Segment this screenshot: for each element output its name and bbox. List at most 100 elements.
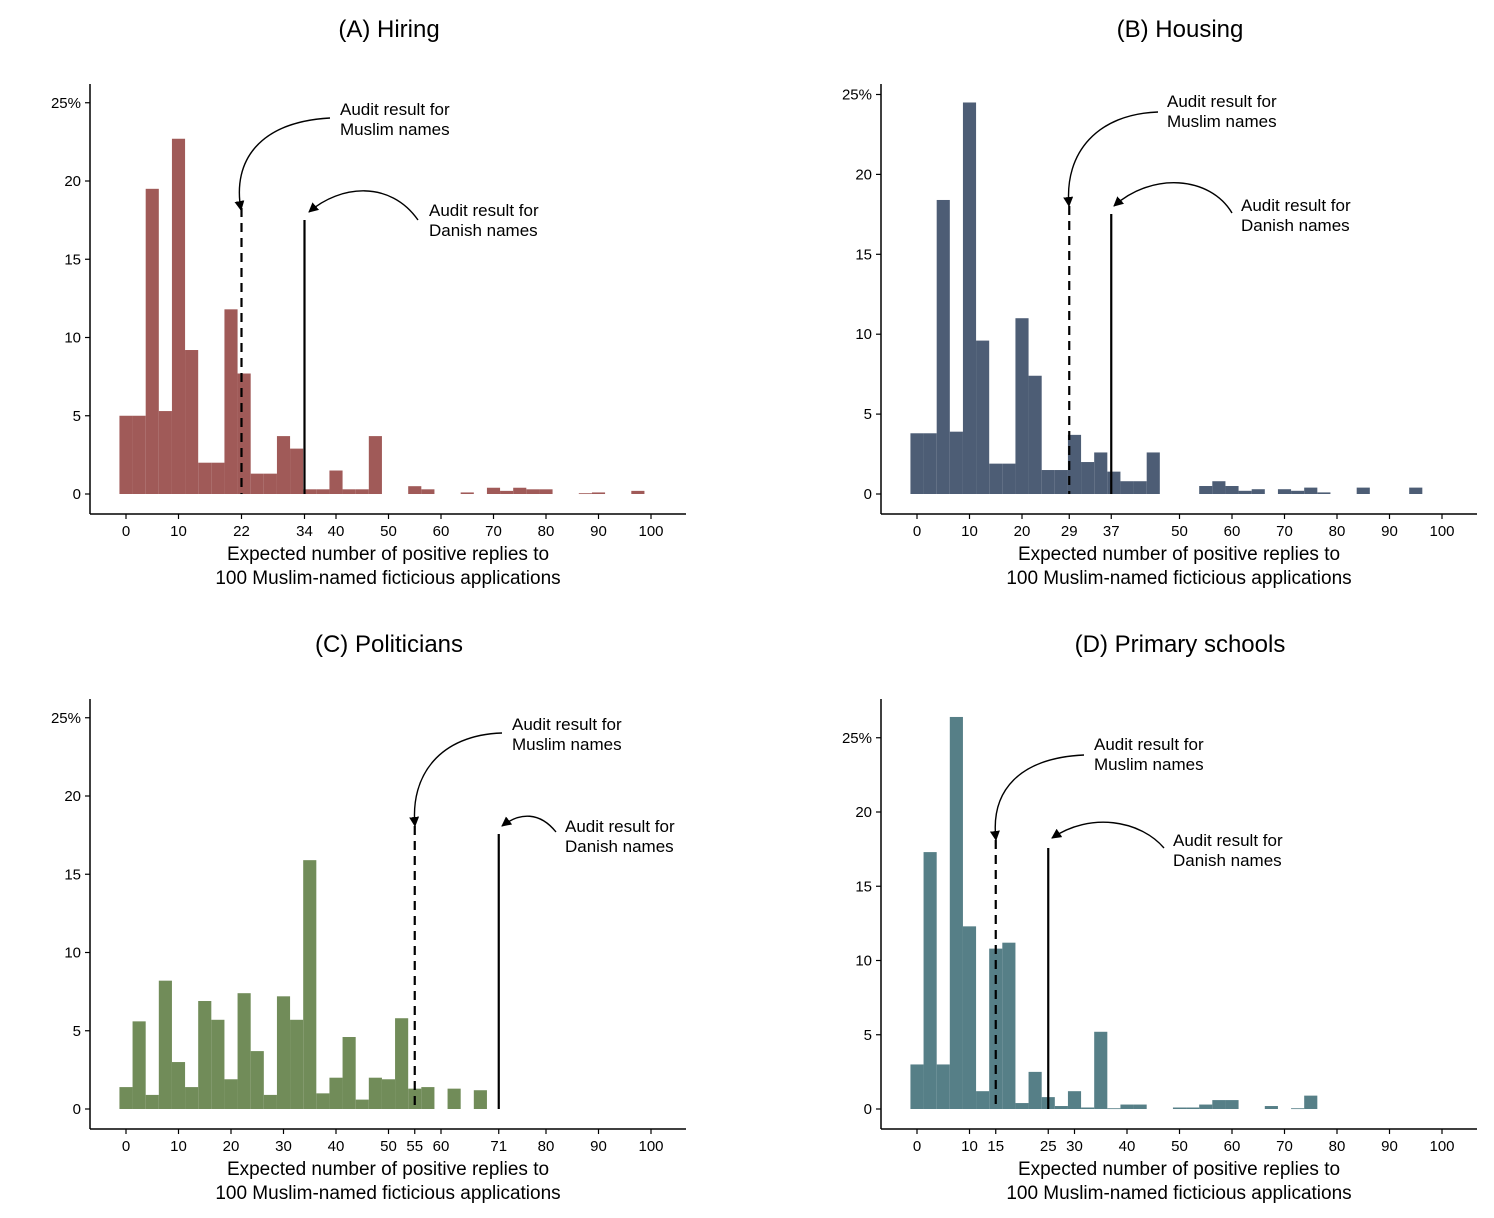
histogram-bar <box>329 470 343 494</box>
histogram-bar <box>513 487 527 494</box>
histogram-bar <box>1107 1108 1121 1110</box>
histogram-bar <box>263 473 277 494</box>
x-tick-label: 22 <box>233 523 250 540</box>
x-tick-label: 60 <box>1224 1138 1241 1155</box>
y-tick-label: 15 <box>64 866 81 883</box>
histogram-bar <box>1028 1071 1042 1110</box>
histogram-bar <box>224 1079 238 1109</box>
histogram-bar <box>119 1087 133 1109</box>
x-tick-label: 34 <box>296 523 313 540</box>
histogram-bar <box>1186 1107 1200 1110</box>
histogram-bar <box>976 1091 990 1109</box>
x-tick-label: 90 <box>1381 523 1398 540</box>
histogram-bar <box>158 411 172 494</box>
y-tick-label: 15 <box>855 246 872 263</box>
histogram-bar <box>976 340 990 494</box>
x-tick-label: 10 <box>170 1138 187 1155</box>
histogram-bar <box>1225 1100 1239 1109</box>
histogram-bar <box>276 996 291 1109</box>
x-tick-label: 80 <box>1329 1138 1346 1155</box>
histogram-bar <box>1199 486 1213 494</box>
y-tick-label: 10 <box>855 326 872 343</box>
histogram-bar <box>486 487 501 494</box>
panel-d: (D) Primary schools 0 5 10 15 20 25% 0 10 15 25 30 4… <box>842 631 1477 1204</box>
x-tick-label: 0 <box>122 523 130 540</box>
histogram-bar <box>1356 487 1370 494</box>
histogram-bar <box>185 350 199 494</box>
histogram-bar <box>923 852 937 1110</box>
panel-title: (C) Politicians <box>315 631 463 658</box>
x-tick-label: 20 <box>1014 523 1031 540</box>
muslim-annotation-line2: Muslim names <box>512 735 622 754</box>
histogram-bar <box>237 993 251 1109</box>
histogram-bar <box>158 980 172 1109</box>
muslim-annotation-arrow <box>234 117 331 211</box>
panel-b: (B) Housing 0 5 10 15 20 25% 0 10 20 29 37 50 60 70 80 9… <box>842 16 1477 589</box>
danish-annotation-line1: Audit result for <box>1173 831 1283 850</box>
histogram-bar <box>1225 486 1239 494</box>
x-axis-label-line2: 100 Muslim-named ficticious applications <box>215 1183 560 1204</box>
x-tick-label: 70 <box>485 523 502 540</box>
x-tick-label: 30 <box>275 1138 292 1155</box>
histogram-bar <box>1291 490 1305 494</box>
histogram-bar <box>949 716 963 1109</box>
histogram-bar <box>211 462 225 494</box>
muslim-annotation-line1: Audit result for <box>340 100 450 119</box>
danish-annotation-line2: Danish names <box>565 837 674 856</box>
muslim-annotation-arrow <box>989 754 1085 841</box>
histogram-bar <box>316 489 330 495</box>
x-tick-label: 100 <box>1429 523 1454 540</box>
histogram-bar <box>1133 481 1147 494</box>
x-tick-label: 60 <box>433 523 450 540</box>
histogram-bar <box>250 1051 264 1110</box>
x-tick-label: 40 <box>1119 1138 1136 1155</box>
histogram-bar <box>342 489 356 495</box>
histogram-bar <box>132 415 146 494</box>
x-tick-label: 50 <box>380 523 397 540</box>
y-tick-label: 10 <box>855 953 872 970</box>
histogram-bar <box>1120 481 1134 494</box>
histogram-bar <box>1409 487 1423 494</box>
y-tick-label: 25% <box>842 87 872 104</box>
histogram-bar <box>355 1099 369 1109</box>
histogram-bar <box>949 431 963 494</box>
histogram-bar <box>1317 492 1331 494</box>
x-tick-label: 60 <box>433 1138 450 1155</box>
y-tick-label: 5 <box>864 1027 872 1044</box>
panel-a: (A) Hiring 0 5 10 15 20 25% 0 10 22 34 40 50 60 70 80 90… <box>51 16 686 589</box>
histogram-bar <box>263 1094 277 1109</box>
muslim-annotation-line2: Muslim names <box>1094 755 1204 774</box>
histogram-bar <box>1015 318 1029 494</box>
histogram-bar <box>1199 1104 1213 1110</box>
histogram-bar <box>198 462 212 494</box>
histogram-bar <box>1133 1104 1147 1110</box>
histogram-bar <box>395 1018 409 1109</box>
histogram-bar <box>473 1090 487 1109</box>
y-tick-label: 0 <box>864 1101 872 1118</box>
muslim-annotation-arrow <box>1063 111 1159 207</box>
histogram-bar <box>1002 463 1016 494</box>
y-tick-label: 15 <box>64 251 81 268</box>
x-tick-label: 30 <box>1066 1138 1083 1155</box>
x-axis-label-line1: Expected number of positive replies to <box>227 1159 549 1180</box>
x-axis-label-line1: Expected number of positive replies to <box>1018 544 1340 565</box>
y-tick-label: 10 <box>64 330 81 347</box>
histogram-bar <box>1146 452 1160 494</box>
y-tick-label: 20 <box>855 804 872 821</box>
histogram-bar <box>276 436 291 495</box>
histogram-bar <box>591 492 606 495</box>
x-axis-label-line1: Expected number of positive replies to <box>1018 1159 1340 1180</box>
y-tick-label: 10 <box>64 945 81 962</box>
histogram-bar <box>198 1001 212 1109</box>
x-tick-label: 0 <box>913 1138 921 1155</box>
histogram-bar <box>132 1021 146 1109</box>
histogram-bar <box>1120 1104 1134 1110</box>
x-tick-label: 80 <box>1329 523 1346 540</box>
histogram-bar <box>355 489 369 495</box>
histogram-bar <box>408 486 422 495</box>
histogram-bar <box>910 433 924 494</box>
x-tick-label: 50 <box>1171 523 1188 540</box>
x-tick-label: 100 <box>638 1138 663 1155</box>
histogram-bar <box>368 1077 382 1109</box>
